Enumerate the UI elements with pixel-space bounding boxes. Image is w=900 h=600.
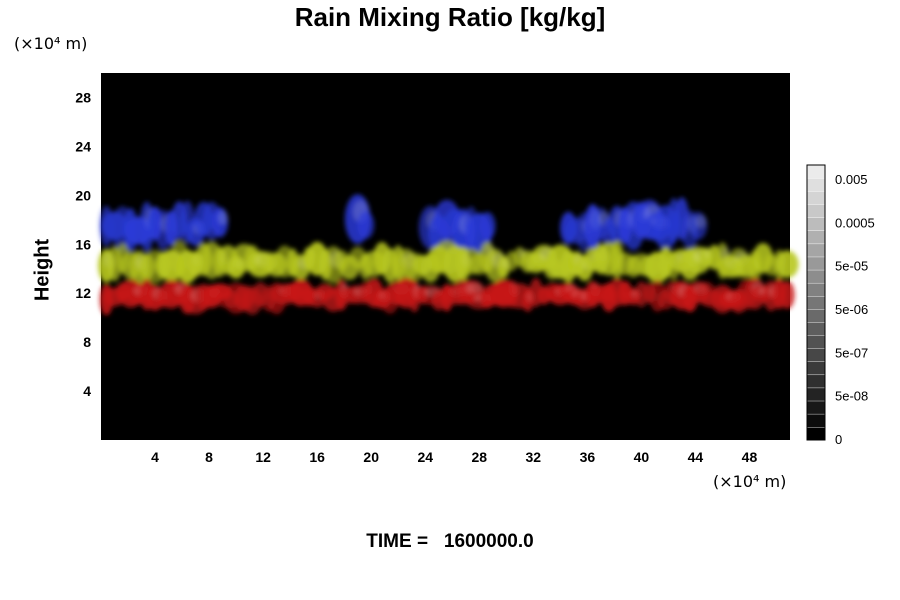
colorbar-frame — [806, 164, 826, 441]
colorbar-swatch — [806, 190, 826, 205]
x-tick-label: 28 — [471, 449, 487, 465]
x-tick-label: 32 — [526, 449, 542, 465]
y-tick-label: 16 — [75, 236, 91, 252]
colorbar-swatch — [806, 387, 826, 402]
colorbar-label: 0 — [835, 432, 842, 447]
colorbar-swatch — [806, 243, 826, 258]
y-tick-label: 24 — [75, 138, 91, 154]
x-tick-label: 40 — [634, 449, 650, 465]
layer-blue — [99, 194, 708, 255]
y-tick-label: 4 — [83, 383, 91, 399]
y-tick-label: 20 — [75, 187, 91, 203]
colorbar-swatch — [806, 426, 826, 441]
colorbar-swatch — [806, 256, 826, 271]
x-tick-label: 12 — [255, 449, 271, 465]
layer-yellow — [98, 240, 799, 285]
layer-red — [99, 277, 795, 316]
x-axis-unit: (×10⁴ m) — [713, 472, 787, 491]
colorbar-label: 0.0005 — [835, 215, 875, 230]
y-axis-unit: (×10⁴ m) — [14, 34, 88, 53]
colorbar-swatch — [806, 348, 826, 362]
layer-highlight — [466, 282, 483, 294]
colorbar-swatch — [806, 308, 826, 323]
layer-highlight — [218, 211, 228, 225]
rain-layers — [98, 194, 799, 316]
x-tick-label: 36 — [580, 449, 596, 465]
colorbar-swatch — [806, 177, 826, 192]
x-tick-label: 44 — [688, 449, 704, 465]
time-label: TIME = — [366, 531, 429, 552]
x-tick-label: 48 — [742, 449, 758, 465]
colorbar-label: 5e-07 — [835, 345, 868, 360]
colorbar-swatch — [806, 400, 826, 415]
y-axis: 4 8 12 16 20 24 28 — [75, 89, 91, 399]
time-readout: TIME = 1600000.0 — [0, 531, 900, 553]
layer-blob — [779, 280, 795, 310]
colorbar-swatch — [806, 282, 826, 297]
x-tick-label: 16 — [309, 449, 325, 465]
colorbar-swatch — [806, 295, 826, 310]
chart-title: Rain Mixing Ratio [kg/kg] — [294, 2, 606, 32]
colorbar-swatch — [806, 321, 826, 336]
y-tick-label: 8 — [83, 334, 91, 350]
colorbar-label: 5e-08 — [835, 389, 868, 404]
x-axis: 4 8 12 16 20 24 28 32 36 40 44 48 — [151, 449, 757, 465]
y-tick-label: 12 — [75, 285, 91, 301]
colorbar-swatch — [806, 413, 826, 428]
colorbar-label: 5e-06 — [835, 302, 868, 317]
colorbar-swatch — [806, 335, 826, 349]
colorbar: 0.005 0.0005 5e-05 5e-06 5e-07 5e-08 0 — [806, 164, 875, 447]
layer-highlight — [695, 215, 707, 228]
layer-blob — [776, 250, 799, 278]
time-value: 1600000.0 — [443, 531, 534, 552]
x-tick-label: 20 — [363, 449, 379, 465]
colorbar-label: 5e-05 — [835, 259, 868, 274]
colorbar-swatch — [806, 361, 826, 376]
layer-blob — [357, 211, 375, 239]
x-tick-label: 24 — [417, 449, 433, 465]
y-tick-label: 28 — [75, 89, 91, 105]
colorbar-swatch — [806, 204, 826, 218]
colorbar-swatch — [806, 230, 826, 245]
colorbar-swatch — [806, 217, 826, 231]
x-tick-label: 4 — [151, 449, 159, 465]
colorbar-swatch — [806, 269, 826, 284]
x-tick-label: 8 — [205, 449, 213, 465]
colorbar-label: 0.005 — [835, 172, 868, 187]
colorbar-swatch — [806, 164, 826, 179]
colorbar-swatch — [806, 374, 826, 389]
layer-blob — [479, 211, 496, 241]
